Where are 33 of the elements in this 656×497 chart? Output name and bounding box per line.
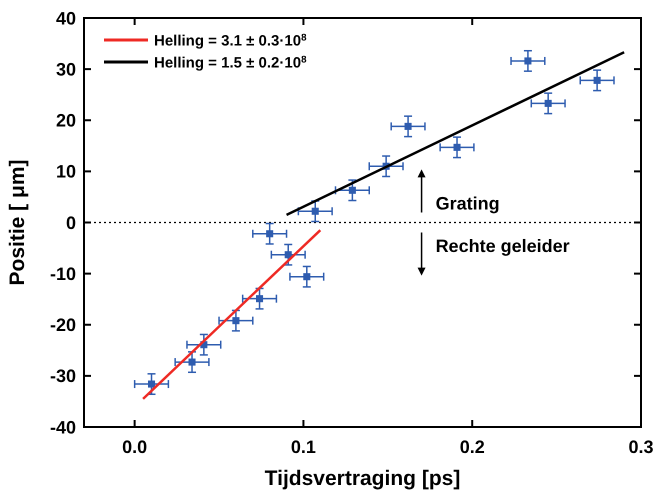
y-tick-label: -40 — [50, 417, 76, 438]
point — [524, 57, 532, 64]
point — [312, 208, 319, 215]
y-tick-label: 20 — [56, 110, 76, 131]
y-tick-label: 30 — [56, 59, 76, 80]
point — [232, 317, 240, 324]
x-tick-label: 0.3 — [628, 437, 654, 457]
point — [284, 251, 292, 258]
y-axis-title: Positie [ μm] — [6, 159, 29, 286]
legend-label: Helling = 1.5 ± 0.2·10$^{8}$ — [154, 54, 308, 72]
y-tick-label: 0 — [66, 212, 76, 233]
y-tick-label: -20 — [50, 315, 76, 336]
point — [544, 100, 552, 107]
x-tick-label: 0.2 — [460, 437, 485, 457]
point — [404, 122, 412, 130]
x-tick-label: 0.0 — [122, 437, 148, 457]
y-tick-label: 10 — [56, 162, 76, 182]
y-tick-label: -30 — [50, 366, 76, 386]
point — [256, 295, 264, 302]
annotation: Grating — [436, 194, 500, 214]
y-tick-label: 40 — [56, 8, 76, 28]
x-tick-label: 0.1 — [290, 437, 316, 457]
y-tick-label: -10 — [50, 264, 76, 284]
point — [148, 380, 156, 388]
point — [453, 144, 461, 151]
point — [266, 230, 274, 238]
point — [188, 358, 196, 366]
x-axis-title: Tijdsvertraging [ps] — [264, 467, 460, 490]
point — [594, 76, 601, 84]
legend-label: Helling = 3.1 ± 0.3·10$^{8}$ — [154, 32, 308, 50]
point — [303, 273, 310, 280]
point — [348, 186, 356, 194]
annotation: Rechte geleider — [436, 236, 570, 256]
